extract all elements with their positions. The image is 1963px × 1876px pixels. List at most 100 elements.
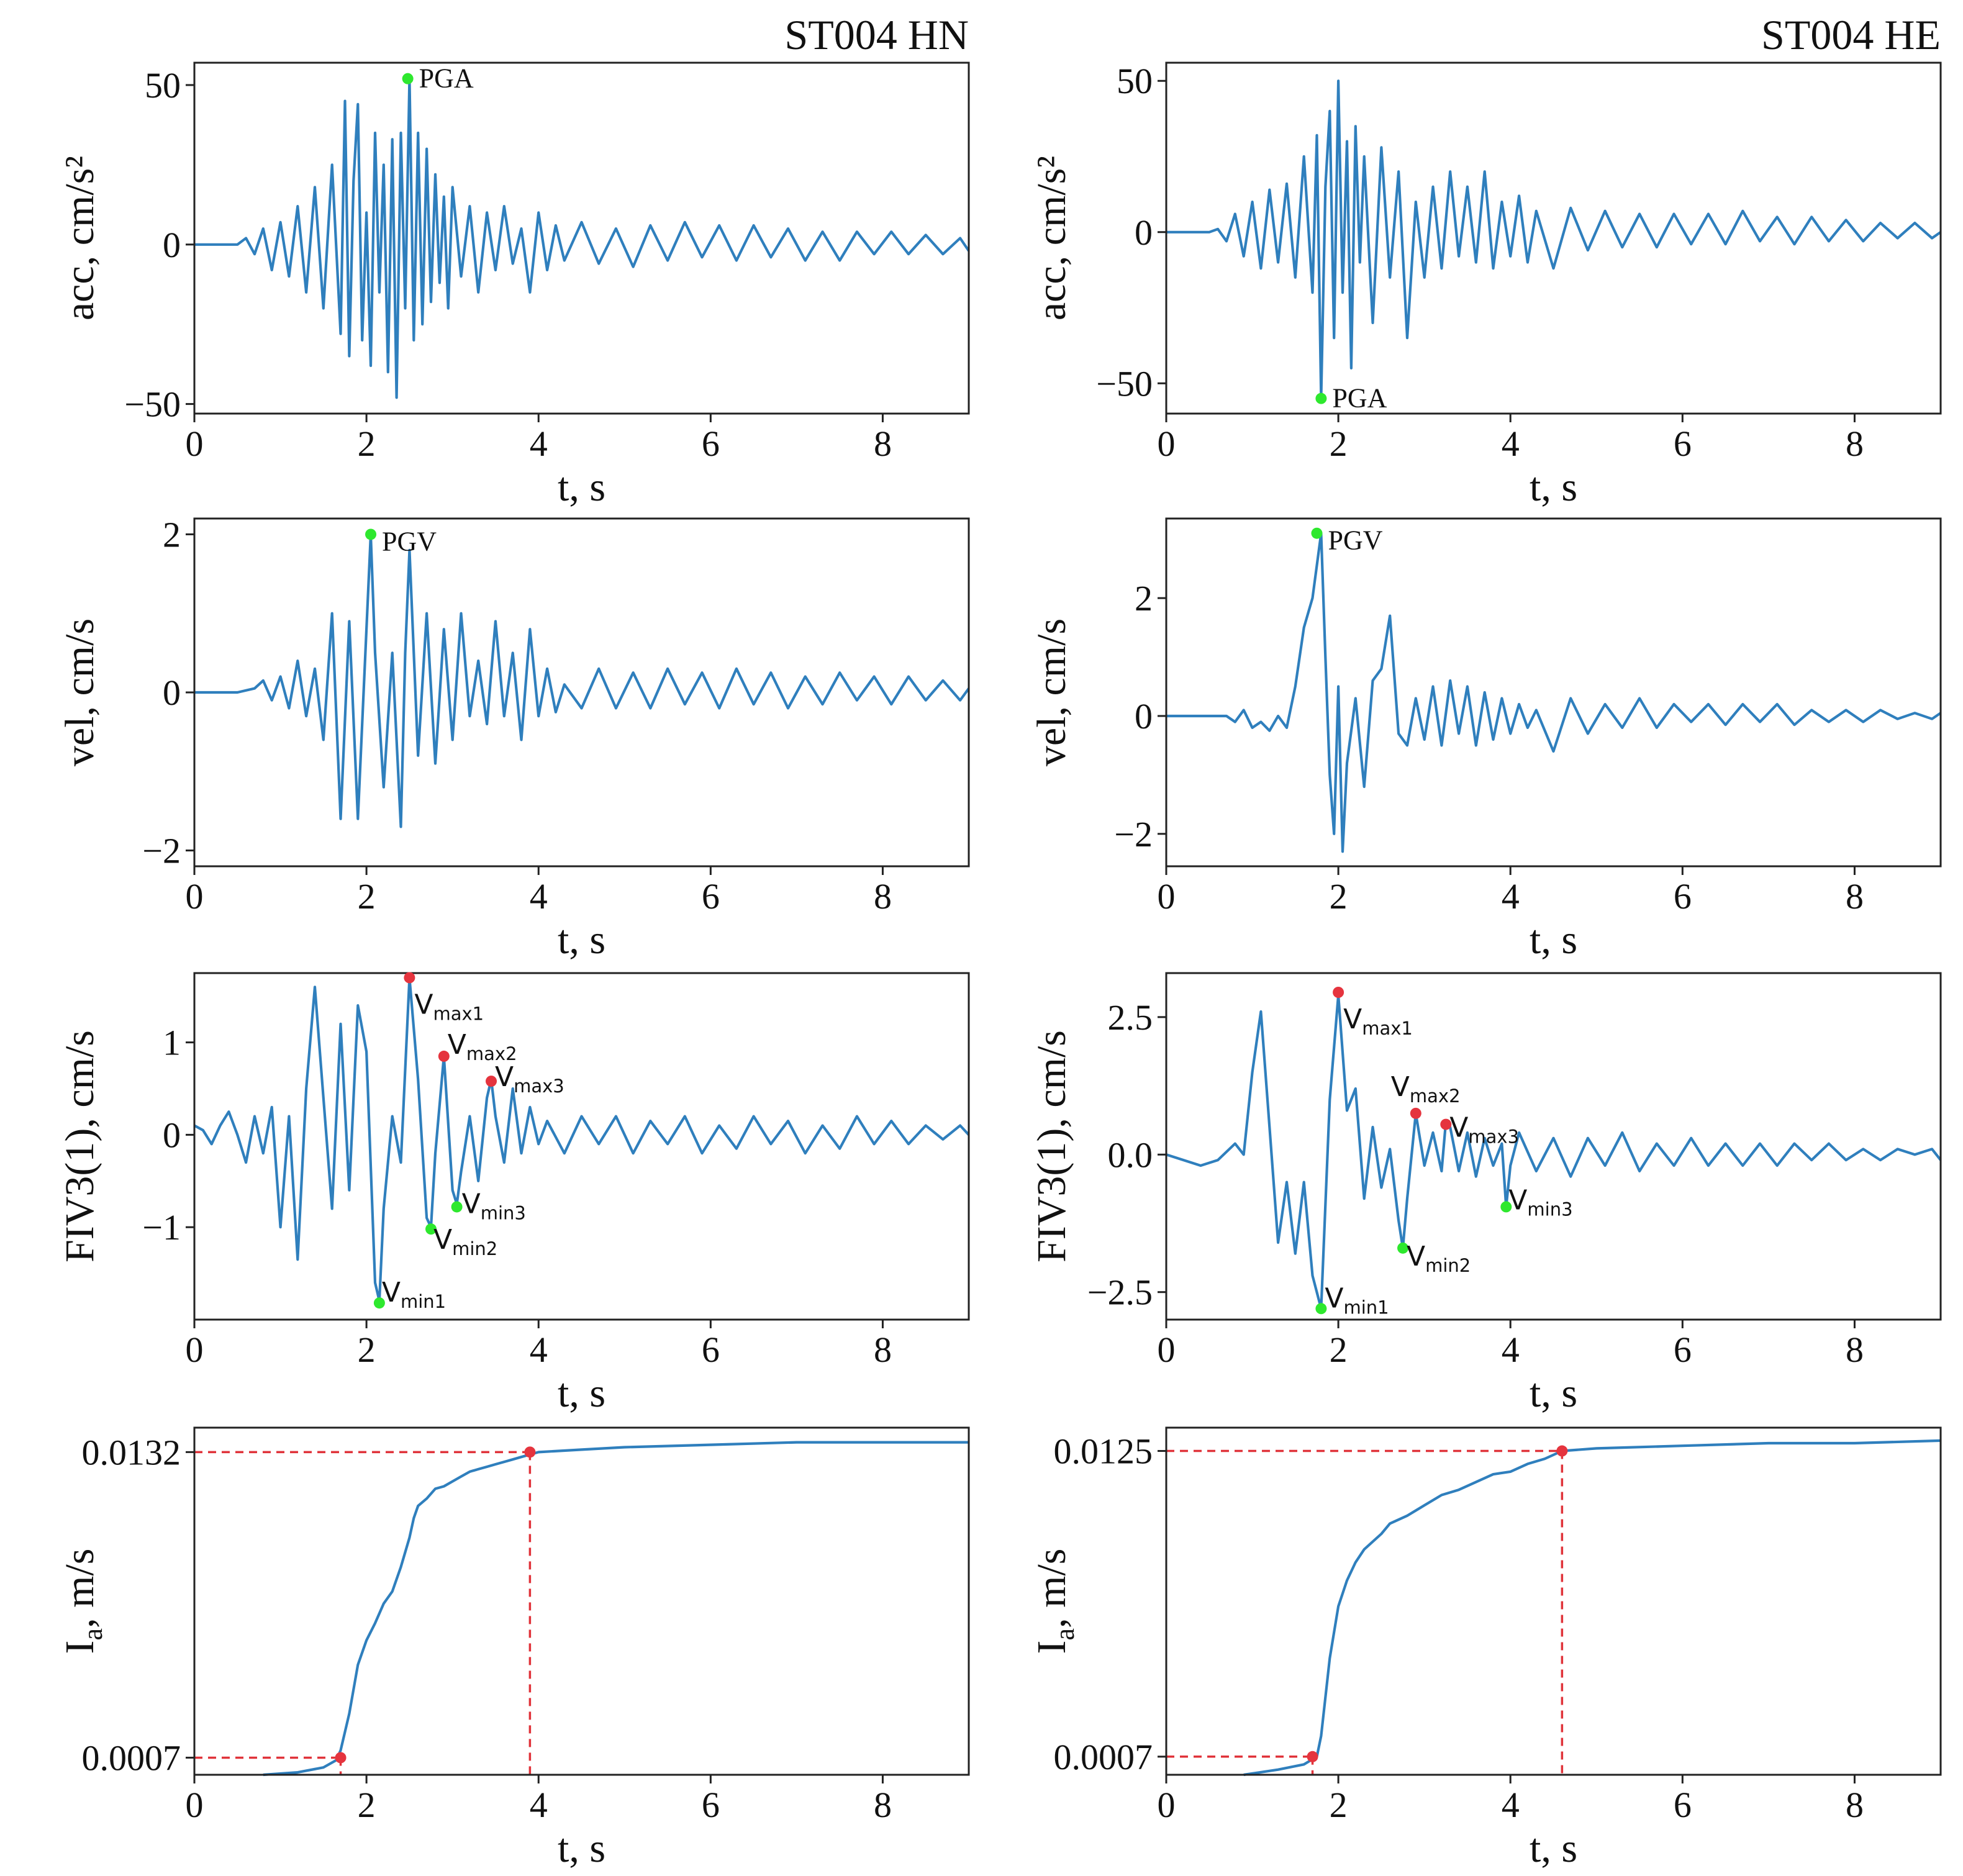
x-tick-label: 6 [702,1330,720,1370]
y-axis-label: Ia, m/s [57,1549,108,1654]
x-tick-label: 8 [874,1330,892,1370]
x-tick-label: 8 [874,424,892,464]
series-line-fiv3-1- [194,976,970,1303]
annotation-min1: Vmin1 [1325,1282,1389,1318]
x-tick-label: 4 [530,876,548,917]
series-line-velocity [194,533,970,828]
x-axis-label: t, s [558,917,605,963]
axes-frame [193,61,970,415]
marker-min3 [1500,1201,1512,1213]
marker-max3 [1440,1118,1452,1130]
annotation-pga: PGA [1332,383,1387,414]
x-tick-label: 8 [1846,1330,1864,1370]
marker-point [335,1752,347,1764]
y-tick-label: 0 [1135,212,1153,253]
x-tick-label: 8 [1846,424,1864,464]
marker-min1 [373,1297,385,1309]
marker-min2 [1397,1242,1409,1254]
annotation-max3: Vmax3 [1449,1112,1519,1148]
x-tick-label: 4 [530,424,548,464]
annotation-pgv: PGV [382,526,437,556]
series-line-acceleration [1166,79,1942,400]
y-tick-label: 2.5 [1108,997,1153,1038]
x-tick-label: 2 [358,424,376,464]
x-axis-label: t, s [1530,464,1577,510]
y-tick-label: 0.0132 [82,1432,181,1472]
marker-max1 [404,972,415,984]
annotation-max1: Vmax1 [1343,1004,1413,1039]
annotation-pga: PGA [419,63,474,94]
y-tick-label: −50 [124,384,181,425]
chart-panel-ia-hn: 0 2 4 6 8 0.0007 0.0132 t, s Ia, m/s [57,1426,970,1871]
series-line-velocity [1166,532,1942,853]
x-tick-label: 2 [358,1785,376,1825]
marker-point [524,1446,536,1458]
chart-panel-fiv-he: 0 2 4 6 8 −2.5 0.0 2.5 t, s FIV3(1), cm/s Vmax1 Vma… [1029,972,1942,1416]
x-tick-label: 4 [1502,876,1520,917]
marker-min1 [1315,1303,1327,1315]
y-tick-label: 0.0 [1108,1135,1153,1175]
x-tick-label: 2 [1330,424,1348,464]
y-tick-label: 0 [163,673,181,713]
x-tick-label: 2 [1330,1785,1348,1825]
marker-point [1307,1751,1318,1762]
x-tick-label: 6 [1674,876,1692,917]
x-tick-label: 8 [874,876,892,917]
x-tick-label: 0 [186,424,204,464]
x-tick-label: 6 [1674,424,1692,464]
panel-title: ST004 HE [1761,11,1941,58]
x-axis-label: t, s [1530,1826,1577,1871]
annotation-max3: Vmax3 [495,1061,564,1097]
x-tick-label: 2 [1330,876,1348,917]
annotation-max2: Vmax2 [448,1029,517,1064]
x-axis-label: t, s [1530,917,1577,963]
panel-title: ST004 HN [784,11,969,58]
y-tick-label: 0 [1135,696,1153,736]
y-tick-label: 2 [1135,578,1153,619]
marker-min2 [425,1223,437,1235]
marker-max2 [438,1050,450,1062]
series-line-arias-intensity [1243,1439,1941,1777]
series-line-fiv3-1- [1166,994,1942,1310]
y-tick-label: 0.0125 [1054,1431,1153,1472]
annotation-pgv: PGV [1328,525,1382,556]
x-tick-label: 6 [1674,1785,1692,1825]
x-tick-label: 8 [874,1785,892,1825]
axes-frame [1165,517,1942,868]
annotation-min2: Vmin2 [433,1224,497,1259]
y-tick-label: 50 [1117,61,1153,101]
chart-panel-ia-he: 0 2 4 6 8 0.0007 0.0125 t, s Ia, m/s [1029,1426,1942,1871]
marker-max3 [486,1076,497,1087]
y-tick-label: 1 [163,1023,181,1063]
x-tick-label: 0 [186,1330,204,1370]
marker-max2 [1410,1107,1421,1119]
series-line-arias-intensity [263,1441,969,1777]
y-tick-label: −2.5 [1087,1272,1153,1313]
annotation-min3: Vmin3 [462,1188,526,1223]
x-tick-label: 0 [186,1785,204,1825]
y-axis-label: vel, cm/s [57,619,102,766]
x-tick-label: 4 [1502,1785,1520,1825]
y-tick-label: 0.0007 [1054,1737,1153,1777]
y-axis-label: acc, cm/s² [57,156,102,320]
y-axis-label: vel, cm/s [1029,619,1074,766]
series-line-acceleration [194,77,970,399]
annotation-min1: Vmin1 [382,1277,446,1312]
y-tick-label: −2 [1114,814,1153,854]
x-tick-label: 2 [1330,1330,1348,1370]
x-tick-label: 4 [530,1330,548,1370]
x-tick-label: 0 [186,876,204,917]
y-axis-label: FIV3(1), cm/s [57,1030,102,1262]
x-axis-label: t, s [558,1371,605,1416]
x-axis-label: t, s [558,1826,605,1871]
annotation-min3: Vmin3 [1508,1184,1572,1220]
marker-pga [402,73,414,84]
marker-point [1556,1445,1568,1457]
marker-pga [1315,392,1327,404]
x-tick-label: 4 [530,1785,548,1825]
annotation-min2: Vmin2 [1407,1241,1471,1276]
annotation-max2: Vmax2 [1391,1071,1461,1107]
y-tick-label: 2 [163,514,181,555]
